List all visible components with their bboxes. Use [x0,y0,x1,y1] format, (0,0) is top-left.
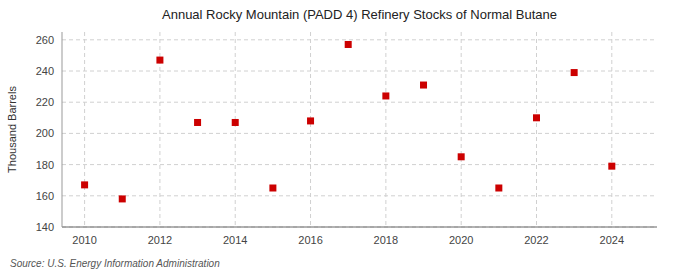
point [420,82,427,89]
source: Source: U.S. Energy Information Administ… [10,258,220,269]
point [81,181,88,188]
x-tick-label: 2024 [600,234,624,246]
y-tick-label: 200 [36,127,54,139]
y-tick-label: 260 [36,34,54,46]
x-grid-line [235,32,236,227]
x-tick-label: 2022 [524,234,548,246]
y-grid-line [62,133,657,134]
x-tick-label: 2020 [449,234,473,246]
y-tick-label: 160 [36,190,54,202]
point [608,163,615,170]
y-grid-line [62,102,657,103]
point [307,117,314,124]
chart: Annual Rocky Mountain (PADD 4) Refinery … [0,0,675,275]
x-grid-line [461,32,462,227]
point [345,41,352,48]
y-grid-line [62,227,657,228]
point [382,92,389,99]
x-grid-line [84,32,85,227]
x-tick-label: 2014 [223,234,247,246]
point [571,69,578,76]
x-tick-label: 2012 [148,234,172,246]
x-tick-label: 2016 [298,234,322,246]
point [194,119,201,126]
x-tick-label: 2018 [374,234,398,246]
y-axis-label: Thousand Barrels [6,86,18,173]
x-grid-line [536,32,537,227]
x-tick-label: 2010 [72,234,96,246]
point [269,185,276,192]
x-grid-line [611,32,612,227]
point [458,153,465,160]
point [232,119,239,126]
y-tick-label: 140 [36,221,54,233]
point [495,185,502,192]
y-grid-line [62,164,657,165]
y-tick-label: 240 [36,65,54,77]
points [81,41,615,202]
point [533,114,540,121]
grid [62,32,657,227]
title: Annual Rocky Mountain (PADD 4) Refinery … [162,7,557,22]
axes: 140 160 180 200 220 240 260 2010 2012 2014 2016 201… [36,32,657,246]
y-tick-label: 180 [36,159,54,171]
y-grid-line [62,71,657,72]
point [119,195,126,202]
x-grid-line [385,32,386,227]
y-grid-line [62,39,657,40]
x-grid-line [310,32,311,227]
x-axis-line [62,227,657,228]
point [156,57,163,64]
y-grid-line [62,195,657,196]
y-axis-line [62,32,63,227]
y-tick-label: 220 [36,96,54,108]
